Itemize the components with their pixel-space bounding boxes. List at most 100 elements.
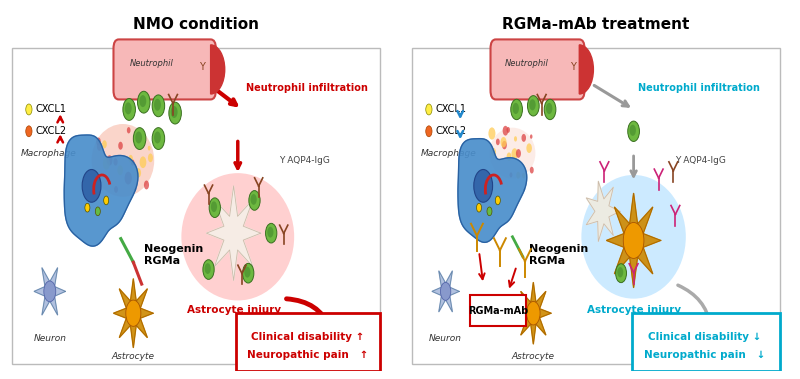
Text: Neuropathic pain   ↓: Neuropathic pain ↓ [644,350,766,360]
FancyBboxPatch shape [236,313,380,371]
Circle shape [244,267,250,277]
Circle shape [426,126,432,137]
Text: Astrocyte injury: Astrocyte injury [186,305,281,315]
Circle shape [102,157,110,170]
Circle shape [152,128,165,149]
Polygon shape [64,135,138,246]
FancyBboxPatch shape [631,313,780,371]
Circle shape [26,126,32,137]
Circle shape [522,173,526,179]
Circle shape [526,301,540,325]
Circle shape [170,106,178,118]
Circle shape [148,146,150,150]
Circle shape [623,222,644,258]
Text: Neutrophil: Neutrophil [130,59,174,68]
Circle shape [511,148,518,159]
Circle shape [125,102,132,114]
Ellipse shape [582,175,686,299]
Circle shape [618,267,623,277]
FancyBboxPatch shape [114,39,216,99]
Circle shape [114,158,118,166]
Text: CXCL1: CXCL1 [435,105,466,114]
Circle shape [630,125,636,136]
Circle shape [126,300,141,326]
Circle shape [154,132,161,144]
Circle shape [97,142,102,151]
Ellipse shape [490,128,535,179]
Circle shape [139,95,146,107]
Circle shape [502,141,507,149]
Circle shape [135,132,142,144]
Text: Clinical disability ↓: Clinical disability ↓ [648,332,762,342]
Circle shape [242,263,254,283]
Circle shape [249,191,260,210]
Circle shape [123,99,135,121]
FancyBboxPatch shape [490,39,585,99]
Text: Clinical disability ↑: Clinical disability ↑ [251,332,365,342]
Circle shape [118,142,123,150]
Circle shape [502,126,508,136]
Circle shape [266,223,277,243]
Wedge shape [210,45,225,94]
Circle shape [496,139,500,145]
Circle shape [148,153,153,162]
Circle shape [125,172,132,185]
Text: CXCL2: CXCL2 [435,126,466,136]
Text: RGMa-mAb: RGMa-mAb [468,305,528,316]
Circle shape [510,172,513,177]
Polygon shape [432,271,459,312]
Circle shape [267,227,274,238]
Circle shape [96,138,101,146]
Circle shape [544,99,556,120]
Text: Y AQP4-IgG: Y AQP4-IgG [675,156,726,165]
Text: Y: Y [199,61,206,72]
Circle shape [426,104,432,115]
Circle shape [506,152,511,161]
Circle shape [44,281,56,302]
Circle shape [546,103,552,114]
Text: Astrocyte: Astrocyte [512,352,555,361]
Circle shape [205,263,210,274]
Text: Y: Y [570,61,576,72]
Circle shape [211,201,217,212]
Circle shape [530,99,536,110]
Text: CXCL1: CXCL1 [35,105,66,114]
Circle shape [128,155,133,163]
Circle shape [144,180,149,190]
Circle shape [154,99,161,111]
Circle shape [527,96,539,116]
Circle shape [136,168,141,177]
Circle shape [169,102,182,124]
Text: Neogenin
RGMa: Neogenin RGMa [529,244,589,266]
Circle shape [131,160,134,166]
FancyBboxPatch shape [12,48,380,364]
Polygon shape [515,282,551,344]
Wedge shape [579,45,594,94]
Text: NMO condition: NMO condition [133,17,259,32]
Circle shape [489,127,495,139]
Circle shape [114,186,118,193]
Circle shape [487,207,492,216]
Circle shape [106,155,113,166]
Circle shape [513,103,519,114]
Circle shape [506,127,510,133]
Polygon shape [586,181,620,241]
Circle shape [134,128,146,149]
Ellipse shape [91,124,154,197]
Circle shape [102,140,106,148]
Circle shape [250,194,257,205]
Circle shape [495,196,500,205]
Circle shape [530,167,534,174]
Text: Neogenin
RGMa: Neogenin RGMa [144,244,203,266]
Text: Neutrophil infiltration: Neutrophil infiltration [638,83,760,92]
Circle shape [516,149,521,158]
Circle shape [441,282,450,301]
Circle shape [104,196,109,205]
Circle shape [152,95,165,117]
Polygon shape [458,139,526,242]
Polygon shape [34,268,66,315]
Polygon shape [606,193,661,288]
Text: RGMa-mAb treatment: RGMa-mAb treatment [502,17,690,32]
Text: Astrocyte injury: Astrocyte injury [586,305,681,315]
Text: Neutrophil infiltration: Neutrophil infiltration [246,83,368,92]
